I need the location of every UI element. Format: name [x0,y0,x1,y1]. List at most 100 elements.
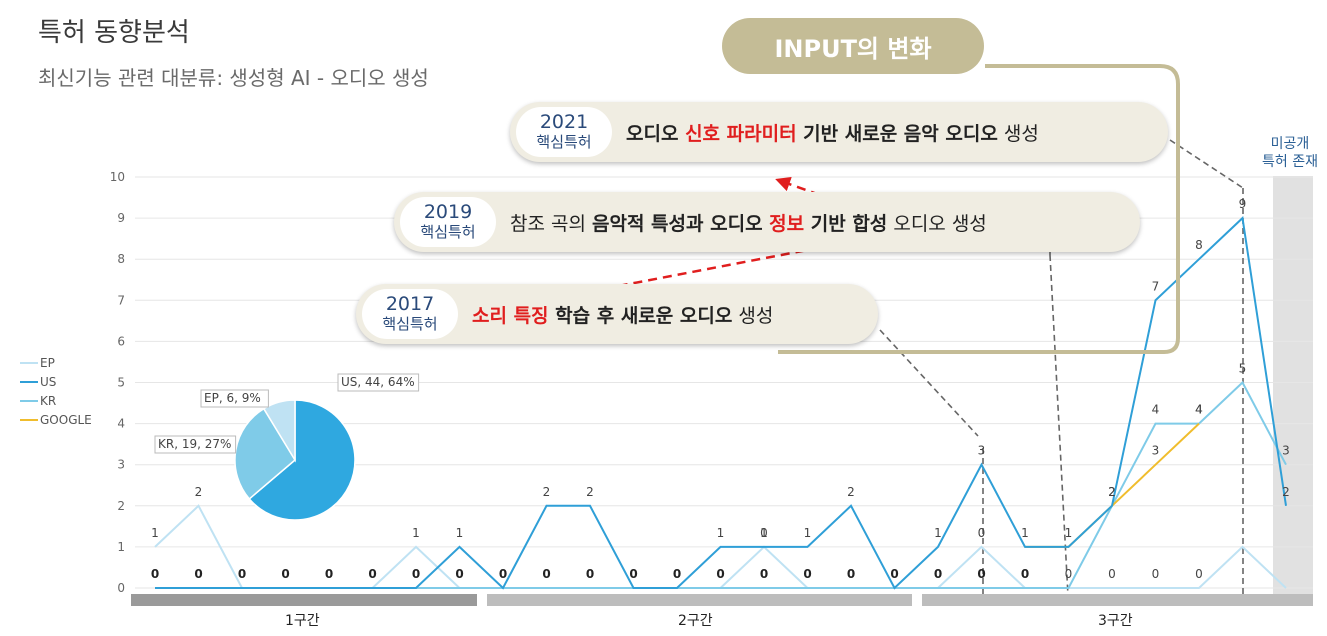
callout-phrase: 생성 [997,122,1039,145]
pie-label-box [200,389,269,408]
year-badge: 2021 핵심특허 [516,107,612,157]
callout-text: 참조 곡의 음악적 특성과 오디오 정보 기반 합성 오디오 생성 [510,209,987,236]
data-label-us: 8 [1195,238,1203,252]
data-labels: 1 2 1 0 0 0 0 0 1 2 2 1 1 1 2 1 3 1 1 2 7 8 9 2 0 0 0 0 0 0 0 0 0 0 0 0 0 0 0 0… [151,197,1290,581]
data-label-google: 3 [1152,444,1160,458]
data-label-kr: 0 [629,567,637,581]
data-label-kr: 2 [1108,485,1116,499]
legend-item-google: GOOGLE [20,410,92,429]
connector-line [879,329,979,437]
data-label-kr: 0 [716,567,724,581]
data-label-us: 2 [847,485,855,499]
data-label-kr: 0 [281,567,289,581]
y-tick-label: 6 [117,334,125,348]
y-axis: 0 1 2 3 4 5 6 7 8 9 10 [110,170,125,595]
pie-label: KR, 19, 27% [158,437,231,451]
unpublished-note: 미공개 특허 존재 [1250,135,1327,171]
data-label-kr: 0 [760,567,768,581]
data-label-us: 1 [1021,526,1029,540]
connector-line [1169,139,1244,189]
data-label-us: 2 [586,485,594,499]
data-label-us: 1 [717,526,725,540]
legend-label-us: US [40,374,57,389]
data-label-us: 1 [456,526,464,540]
callout-phrase: 기반 새로운 음악 오디오 [796,122,998,145]
series-line-us [155,216,1287,590]
pie-slice [262,399,296,463]
input-change-tag: INPUT의 변화 [722,18,984,74]
data-label-kr: 0 [368,567,376,581]
data-label-kr: 0 [238,567,246,581]
data-label-us: 3 [978,444,986,458]
y-tick-label: 2 [117,499,125,513]
data-label-ep: 0 [760,526,768,540]
y-tick-label: 0 [117,581,125,595]
data-label-kr: 0 [499,567,507,581]
legend-item-us: US [20,372,92,391]
year-badge-year: 2019 [423,201,473,224]
y-tick-label: 5 [117,376,125,390]
data-label-kr: 4 [1152,403,1160,417]
callout-phrase: 학습 후 새로운 오디오 [548,304,733,327]
data-label-ep: 2 [195,485,203,499]
data-label-ep: 0 [1108,567,1116,581]
data-label-kr: 4 [1195,403,1203,417]
callout-phrase: 생성 [732,304,774,327]
data-label-kr: 0 [934,567,942,581]
year-badge-label: 핵심특허 [536,133,592,152]
data-label-kr: 0 [542,567,550,581]
y-tick-label: 4 [117,417,125,431]
pie-label: US, 44, 64% [341,375,415,389]
chart-legend: EP US KR GOOGLE [20,353,92,429]
data-label-kr: 0 [151,567,159,581]
data-label-us: 7 [1152,279,1160,293]
period-2-label: 2구간 [678,613,713,629]
data-label-kr: 0 [586,567,594,581]
year-badge-year: 2021 [539,111,589,134]
highlight-text: 신호 파라미터 [685,122,797,145]
data-label-kr: 0 [803,567,811,581]
page-title: 특허 동향분석 [38,18,190,48]
period-1-bar [131,594,477,606]
data-label-google: 4 [1195,403,1203,417]
legend-label-kr: KR [40,393,57,408]
data-label-kr: 0 [977,567,985,581]
y-tick-label: 7 [117,293,125,307]
data-label-kr: 0 [455,567,463,581]
data-label-kr: 3 [1282,444,1290,458]
year-badge: 2019 핵심특허 [400,197,496,247]
data-label-us: 2 [1108,485,1116,499]
callout-phrase: 음악적 특성과 오디오 [592,212,770,235]
callout-2019: 2019 핵심특허 참조 곡의 음악적 특성과 오디오 정보 기반 합성 오디오… [394,192,1140,252]
data-label-us: 2 [543,485,551,499]
input-bracket [778,64,1180,354]
highlight-text: 정보 [769,212,805,235]
year-badge-year: 2017 [385,293,435,316]
data-label-kr: 0 [1021,567,1029,581]
y-tick-label: 1 [117,540,125,554]
data-label-us: 9 [1239,197,1247,211]
data-label-ep: 1 [151,526,159,540]
data-label-kr: 0 [673,567,681,581]
callout-connectors [879,139,1244,597]
period-1-label: 1구간 [285,613,320,629]
data-label-kr: 0 [325,567,333,581]
data-label-us: 2 [1282,485,1290,499]
data-label-kr: 0 [194,567,202,581]
year-badge-label: 핵심특허 [382,315,438,334]
year-badge: 2017 핵심특허 [362,289,458,339]
legend-label-google: GOOGLE [40,412,92,427]
highlight-text: 소리 특징 [472,304,549,327]
period-2-bar [487,594,912,606]
legend-label-ep: EP [40,355,55,370]
data-label-kr: 0 [890,567,898,581]
data-label-kr: 0 [847,567,855,581]
data-label-us: 1 [1065,526,1073,540]
callout-2017: 2017 핵심특허 소리 특징 학습 후 새로운 오디오 생성 [356,284,878,344]
data-label-ep: 0 [1195,567,1203,581]
unpublished-shade [1273,176,1313,596]
callout-phrase: 오디오 [626,122,686,145]
data-label-us: 1 [760,526,768,540]
callout-text: 오디오 신호 파라미터 기반 새로운 음악 오디오 생성 [626,119,1039,146]
data-label-kr: 0 [1065,567,1073,581]
